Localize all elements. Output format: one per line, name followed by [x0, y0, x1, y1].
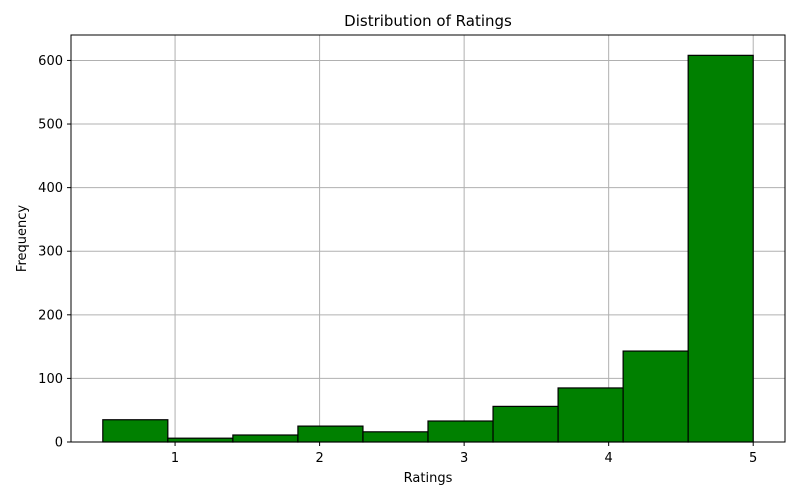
- y-tick-label: 400: [38, 181, 63, 196]
- y-axis-label: Frequency: [15, 205, 30, 272]
- x-tick-label: 1: [171, 451, 179, 466]
- y-ticks: 0 100 200 300 400 500 600: [38, 54, 71, 451]
- y-tick-label: 600: [38, 54, 63, 69]
- x-axis-label: Ratings: [404, 471, 453, 486]
- x-tick-label: 3: [460, 451, 468, 466]
- histogram-bar: [427, 420, 494, 443]
- y-tick-label: 200: [38, 308, 63, 323]
- x-tick-label: 5: [749, 451, 757, 466]
- y-tick-label: 500: [38, 118, 63, 133]
- histogram-bar: [232, 434, 299, 443]
- y-tick-label: 100: [38, 372, 63, 387]
- x-tick-label: 4: [605, 451, 613, 466]
- chart-title: Distribution of Ratings: [344, 12, 512, 30]
- y-tick-label: 0: [55, 436, 63, 451]
- histogram-bar: [362, 431, 429, 443]
- plot-frame: [70, 34, 786, 443]
- histogram-bar: [557, 387, 624, 443]
- x-tick-label: 2: [315, 451, 323, 466]
- histogram-bar: [167, 437, 234, 443]
- histogram-bar: [297, 425, 364, 443]
- histogram-bar: [492, 405, 559, 443]
- bars: [102, 54, 754, 443]
- y-tick-label: 300: [38, 245, 63, 260]
- histogram-bar: [622, 350, 689, 443]
- x-ticks: 1 2 3 4 5: [171, 442, 757, 466]
- histogram-bar: [687, 54, 754, 443]
- histogram-bar: [102, 419, 169, 443]
